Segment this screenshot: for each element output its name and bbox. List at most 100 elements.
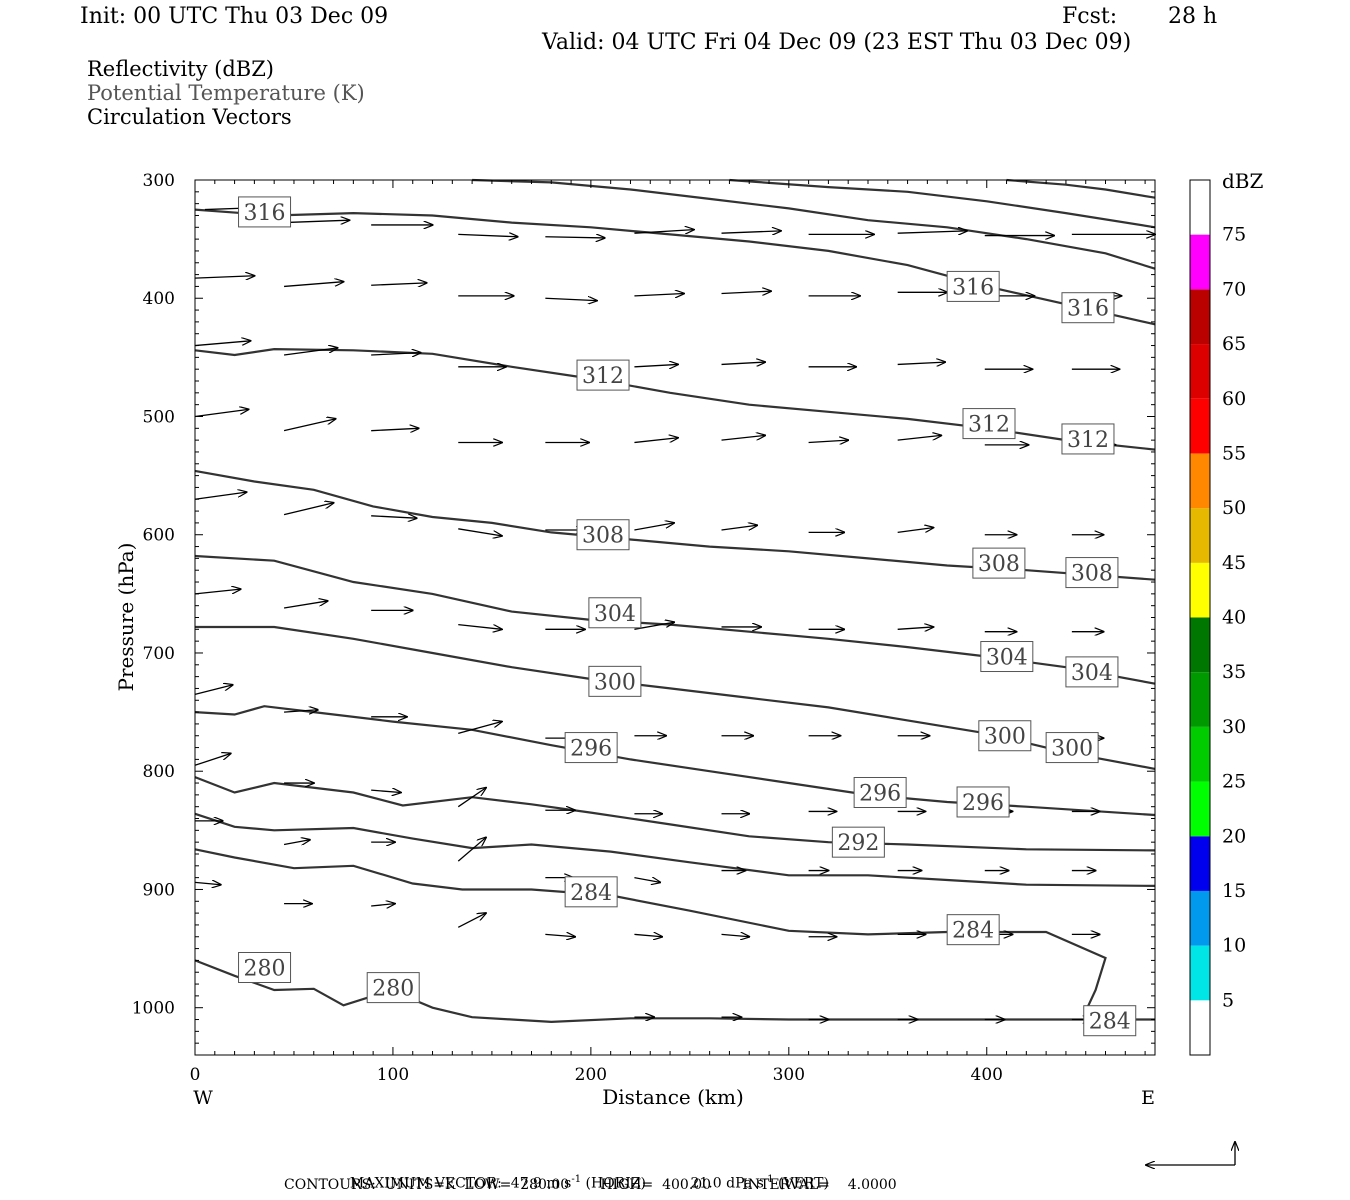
circulation-vector <box>284 710 318 712</box>
circulation-vector <box>458 623 502 630</box>
circulation-vector <box>458 528 502 536</box>
colorbar-label: 65 <box>1222 333 1246 355</box>
contour-label: 304 <box>1071 661 1113 686</box>
valid-time: Valid: 04 UTC Fri 04 Dec 09 (23 EST Thu … <box>542 30 1132 55</box>
circulation-vector <box>721 231 781 233</box>
contour-label: 304 <box>986 646 1028 671</box>
vert-tag: (VERT) <box>778 1175 829 1192</box>
circulation-vector <box>194 341 250 347</box>
contour-label: 292 <box>837 831 879 856</box>
field-circulation-vectors: Circulation Vectors <box>87 105 292 129</box>
contour-label: 312 <box>1067 428 1109 453</box>
x-tick-label: 200 <box>575 1065 607 1085</box>
colorbar-bin <box>1190 945 1210 1001</box>
y-tick-label: 400 <box>143 289 175 309</box>
contour-label: 296 <box>570 737 612 762</box>
circulation-vector <box>194 753 231 766</box>
colorbar-label: 50 <box>1222 497 1246 519</box>
circulation-vector <box>283 348 337 356</box>
circulation-vector <box>634 934 662 936</box>
contour-label: 316 <box>244 201 286 226</box>
axes: 300 400 500 600 700 800 900 1000 0 100 200 300 400 <box>132 171 1155 1085</box>
contour-316b <box>472 178 1156 270</box>
colorbar-label: 20 <box>1222 825 1246 847</box>
contour-280 <box>194 959 1155 1024</box>
colorbar-label: 5 <box>1222 989 1234 1011</box>
circulation-vector <box>371 428 419 430</box>
circulation-vector <box>458 722 502 735</box>
circulation-vector <box>721 291 771 293</box>
colorbar-label: 70 <box>1222 278 1246 300</box>
contour-label-box <box>1065 557 1119 589</box>
colorbar-bin <box>1190 289 1210 345</box>
colorbar-label: 60 <box>1222 388 1246 410</box>
circulation-vectors <box>194 207 1155 1019</box>
colorbar-label: 35 <box>1222 661 1246 683</box>
colorbar-bin <box>1190 562 1210 618</box>
contour-label-box <box>564 876 618 908</box>
contour-label: 308 <box>582 524 624 549</box>
colorbar-frame <box>1189 179 1211 1056</box>
contour-label-box <box>980 641 1034 673</box>
contour-label-box <box>1065 656 1119 688</box>
contour-label: 280 <box>372 977 414 1002</box>
circulation-vector <box>457 913 486 928</box>
colorbar-label: 10 <box>1222 935 1246 957</box>
x-tick-label: 400 <box>971 1065 1003 1085</box>
colorbar-bin <box>1190 890 1210 946</box>
colorbar-bin <box>1190 781 1210 837</box>
contour-label: 284 <box>1089 1010 1131 1035</box>
forecast-label: Fcst: <box>1062 4 1118 29</box>
contour-label-box <box>1083 1005 1137 1037</box>
contour-label: 280 <box>244 957 286 982</box>
contour-label-box <box>576 359 630 391</box>
circulation-vector <box>808 440 849 442</box>
contour-316d <box>1006 178 1156 199</box>
x-tick-label: 300 <box>773 1065 805 1085</box>
colorbar-bin <box>1190 180 1210 235</box>
contour-label-box <box>962 408 1016 440</box>
contour-316c <box>729 178 1156 229</box>
circulation-vector <box>634 294 683 296</box>
y-tick-label: 900 <box>143 880 175 900</box>
colorbar-label: 30 <box>1222 716 1246 738</box>
y-axis-label: Pressure (hPa) <box>114 543 138 692</box>
contour-316 <box>194 208 1156 326</box>
circulation-vector <box>284 282 343 288</box>
circulation-vector <box>634 523 674 531</box>
colorbar-title: dBZ <box>1222 169 1264 193</box>
colorbar-bin <box>1190 453 1210 509</box>
contour-label-box <box>956 786 1010 818</box>
contour-label: 300 <box>1051 737 1093 762</box>
circulation-vector <box>371 516 417 518</box>
x-axis-label: Distance (km) <box>602 1085 744 1109</box>
contour-label: 300 <box>594 670 636 695</box>
y-tick-label: 300 <box>143 171 175 191</box>
circulation-vector <box>283 840 310 845</box>
contour-label-box <box>1061 423 1115 455</box>
colorbar-label: 15 <box>1222 880 1246 902</box>
contour-label-box <box>853 777 907 808</box>
field-potential-temperature: Potential Temperature (K) <box>87 81 365 105</box>
colorbar-label: 75 <box>1222 224 1246 246</box>
theta-contours <box>194 178 1156 1024</box>
circulation-vector <box>545 298 596 300</box>
contour-label-box <box>238 952 292 983</box>
dbz-colorbar: 5 10 15 20 25 30 35 40 45 50 55 60 65 70 75 <box>1189 179 1246 1056</box>
circulation-vector <box>634 438 678 444</box>
colorbar-bin <box>1190 672 1210 727</box>
circulation-vector <box>194 492 246 500</box>
y-tick-label: 700 <box>143 644 175 664</box>
circulation-vector <box>194 276 254 278</box>
circulation-vector <box>371 904 395 906</box>
x-left-label: W <box>193 1087 213 1109</box>
circulation-vector <box>457 788 486 808</box>
contour-label: 304 <box>594 602 636 627</box>
contour-label: 284 <box>570 881 612 906</box>
colorbar-bin <box>1190 398 1210 454</box>
circulation-vector <box>721 525 758 531</box>
plot-frame <box>194 179 1156 1056</box>
circulation-vector <box>897 528 934 534</box>
colorbar-bin <box>1190 508 1210 563</box>
